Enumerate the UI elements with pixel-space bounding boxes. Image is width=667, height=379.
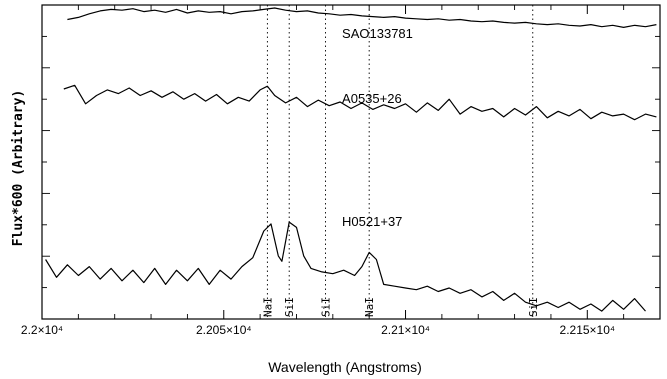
x-axis-label: Wavelength (Angstroms) [268,359,422,375]
spectral-line-label: NaI [363,297,376,317]
series-label: SAO133781 [342,26,413,41]
spectral-line-label: SiI [283,297,296,317]
x-tick-label: 2.205×10⁴ [196,323,252,337]
series-label: A0535+26 [342,91,402,106]
series-line [45,221,646,312]
series-label: H0521+37 [342,214,402,229]
x-tick-label: 2.2×10⁴ [21,323,63,337]
series-line [63,84,657,121]
series-line [67,7,657,28]
series-layer: SAO133781 A0535+26 H0521+37 [45,7,657,312]
y-axis-label: Flux*600 (Arbitrary) [11,90,26,247]
x-tick-label: 2.215×10⁴ [560,323,616,337]
axis-ticks: 2.2×10⁴ 2.205×10⁴ 2.21×10⁴ 2.215×10⁴ [21,5,661,337]
spectral-line-markers: NaI SiI SiI NaI SiI [261,5,540,319]
spectral-line-label: NaI [261,297,274,317]
spectral-line-label: SiI [527,297,540,317]
x-tick-label: 2.21×10⁴ [381,323,430,337]
spectral-line-label: SiI [320,297,333,317]
